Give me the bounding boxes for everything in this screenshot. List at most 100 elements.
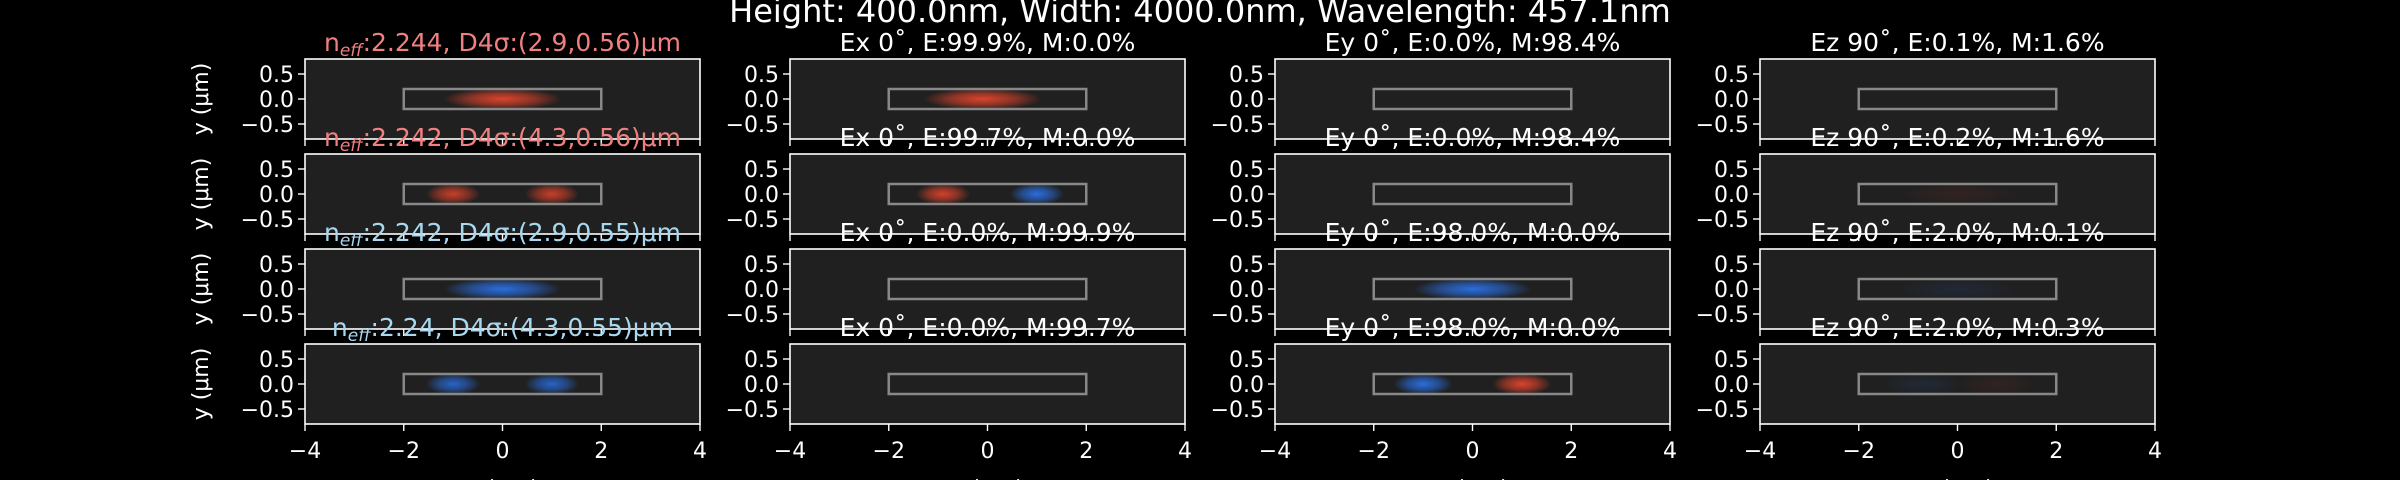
- panel-title: Ez 90˚, E:0.1%, M:1.6%: [1810, 28, 2104, 57]
- x-tick-label: −2: [1843, 439, 1875, 464]
- y-axis-label: y (μm): [189, 348, 214, 421]
- y-tick-label: 0.0: [1229, 373, 1264, 398]
- waveguide-outline: [402, 87, 603, 111]
- y-tick-label: −0.5: [1696, 113, 1749, 138]
- field-lobe: [443, 278, 562, 300]
- field-lobe: [923, 88, 1042, 110]
- neff-value: :2.242, D4σ:(2.9,0.55)μm: [363, 218, 681, 247]
- panel-title: Ez 90˚, E:0.2%, M:1.6%: [1810, 123, 2104, 152]
- field-lobe: [524, 373, 580, 395]
- x-tick-label: 2: [2049, 439, 2063, 464]
- panel-bg: [305, 344, 700, 424]
- y-tick-label: 0.5: [744, 348, 779, 373]
- figure-suptitle: Height: 400.0nm, Width: 4000.0nm, Wavele…: [729, 0, 1671, 30]
- neff-value: :2.24, D4σ:(4.3,0.55)μm: [371, 313, 674, 342]
- neff-subscript: eff: [340, 41, 364, 61]
- x-tick-label: 2: [1564, 439, 1578, 464]
- panel-bg: [1275, 344, 1670, 424]
- waveguide-outline: [402, 372, 603, 396]
- y-tick-label: 0.5: [1714, 253, 1749, 278]
- panel-title: Ez 90˚, E:2.0%, M:0.3%: [1810, 313, 2104, 342]
- y-tick-label: 0.0: [259, 373, 294, 398]
- waveguide-outline: [1857, 372, 2058, 396]
- x-tick-label: 0: [981, 439, 995, 464]
- y-tick-label: 0.0: [1229, 88, 1264, 113]
- y-tick-label: 0.0: [1714, 278, 1749, 303]
- field-lobe: [1393, 373, 1453, 395]
- x-tick-label: −4: [289, 439, 321, 464]
- x-tick-label: 2: [1079, 439, 1093, 464]
- y-tick-label: 0.5: [1714, 348, 1749, 373]
- panel-bg: [1275, 59, 1670, 139]
- x-tick-label: −4: [1744, 439, 1776, 464]
- y-tick-label: 0.5: [259, 158, 294, 183]
- panel-title: Ex 0˚, E:99.7%, M:0.0%: [840, 123, 1136, 152]
- waveguide-outline: [1857, 87, 2058, 111]
- neff-symbol: n: [324, 218, 340, 247]
- neff-symbol: n: [332, 313, 348, 342]
- y-tick-label: −0.5: [241, 303, 294, 328]
- mode-title: neff:2.242, D4σ:(4.3,0.56)μm: [324, 123, 681, 156]
- y-tick-label: 0.5: [1229, 158, 1264, 183]
- field-lobe: [1492, 373, 1552, 395]
- y-tick-label: 0.0: [259, 88, 294, 113]
- waveguide-outline: [887, 182, 1088, 206]
- y-tick-label: −0.5: [1211, 208, 1264, 233]
- neff-value: :2.242, D4σ:(4.3,0.56)μm: [363, 123, 681, 152]
- mode-title: neff:2.244, D4σ:(2.9,0.56)μm: [324, 28, 681, 61]
- y-tick-label: 0.0: [1229, 278, 1264, 303]
- y-tick-label: −0.5: [1696, 303, 1749, 328]
- panels-group: [298, 58, 2156, 431]
- y-tick-label: 0.5: [744, 253, 779, 278]
- waveguide-outline: [887, 372, 1088, 396]
- y-tick-label: 0.5: [744, 63, 779, 88]
- y-tick-label: 0.0: [259, 183, 294, 208]
- neff-subscript: eff: [340, 136, 364, 156]
- y-axis-label: y (μm): [189, 253, 214, 326]
- x-tick-label: 4: [2148, 439, 2162, 464]
- waveguide-outline: [402, 277, 603, 301]
- panel-bg: [790, 344, 1185, 424]
- y-tick-label: 0.0: [1714, 183, 1749, 208]
- y-tick-label: −0.5: [241, 208, 294, 233]
- x-tick-label: −2: [1358, 439, 1390, 464]
- waveguide-outline: [1372, 182, 1573, 206]
- y-tick-label: 0.5: [259, 348, 294, 373]
- waveguide-outline: [402, 182, 603, 206]
- y-tick-label: −0.5: [726, 113, 779, 138]
- waveguide-outline: [1372, 372, 1573, 396]
- y-tick-label: 0.5: [1229, 63, 1264, 88]
- x-tick-label: 0: [1466, 439, 1480, 464]
- field-lobe: [1957, 373, 2037, 395]
- neff-value: :2.244, D4σ:(2.9,0.56)μm: [363, 28, 681, 57]
- y-tick-label: 0.5: [1714, 63, 1749, 88]
- y-tick-label: −0.5: [726, 208, 779, 233]
- y-tick-label: −0.5: [1211, 113, 1264, 138]
- y-tick-label: 0.0: [1229, 183, 1264, 208]
- panel-bg: [305, 154, 700, 234]
- panel-title: Ey 0˚, E:0.0%, M:98.4%: [1325, 123, 1621, 152]
- y-tick-label: −0.5: [241, 113, 294, 138]
- x-tick-label: 2: [594, 439, 608, 464]
- x-tick-label: 4: [693, 439, 707, 464]
- field-lobe: [1898, 278, 2017, 300]
- waveguide-outline: [887, 87, 1088, 111]
- waveguide-outline: [1857, 182, 2058, 206]
- mode-title: neff:2.24, D4σ:(4.3,0.55)μm: [332, 313, 673, 346]
- x-tick-label: 0: [496, 439, 510, 464]
- field-lobe: [1009, 183, 1065, 205]
- x-tick-label: 4: [1663, 439, 1677, 464]
- field-lobe: [443, 88, 562, 110]
- field-lobe: [915, 183, 971, 205]
- neff-symbol: n: [324, 28, 340, 57]
- panel-title: Ex 0˚, E:0.0%, M:99.9%: [840, 218, 1136, 247]
- neff-subscript: eff: [348, 326, 372, 346]
- y-tick-label: 0.5: [1229, 348, 1264, 373]
- field-lobe: [1883, 373, 1963, 395]
- mode-title: neff:2.242, D4σ:(2.9,0.55)μm: [324, 218, 681, 251]
- y-tick-label: 0.0: [1714, 88, 1749, 113]
- labels-group: 0.50.0−0.50.50.0−0.5Ex 0˚, E:99.9%, M:0.…: [189, 28, 2162, 480]
- waveguide-outline: [887, 277, 1088, 301]
- x-tick-label: −4: [774, 439, 806, 464]
- y-tick-label: 0.5: [259, 63, 294, 88]
